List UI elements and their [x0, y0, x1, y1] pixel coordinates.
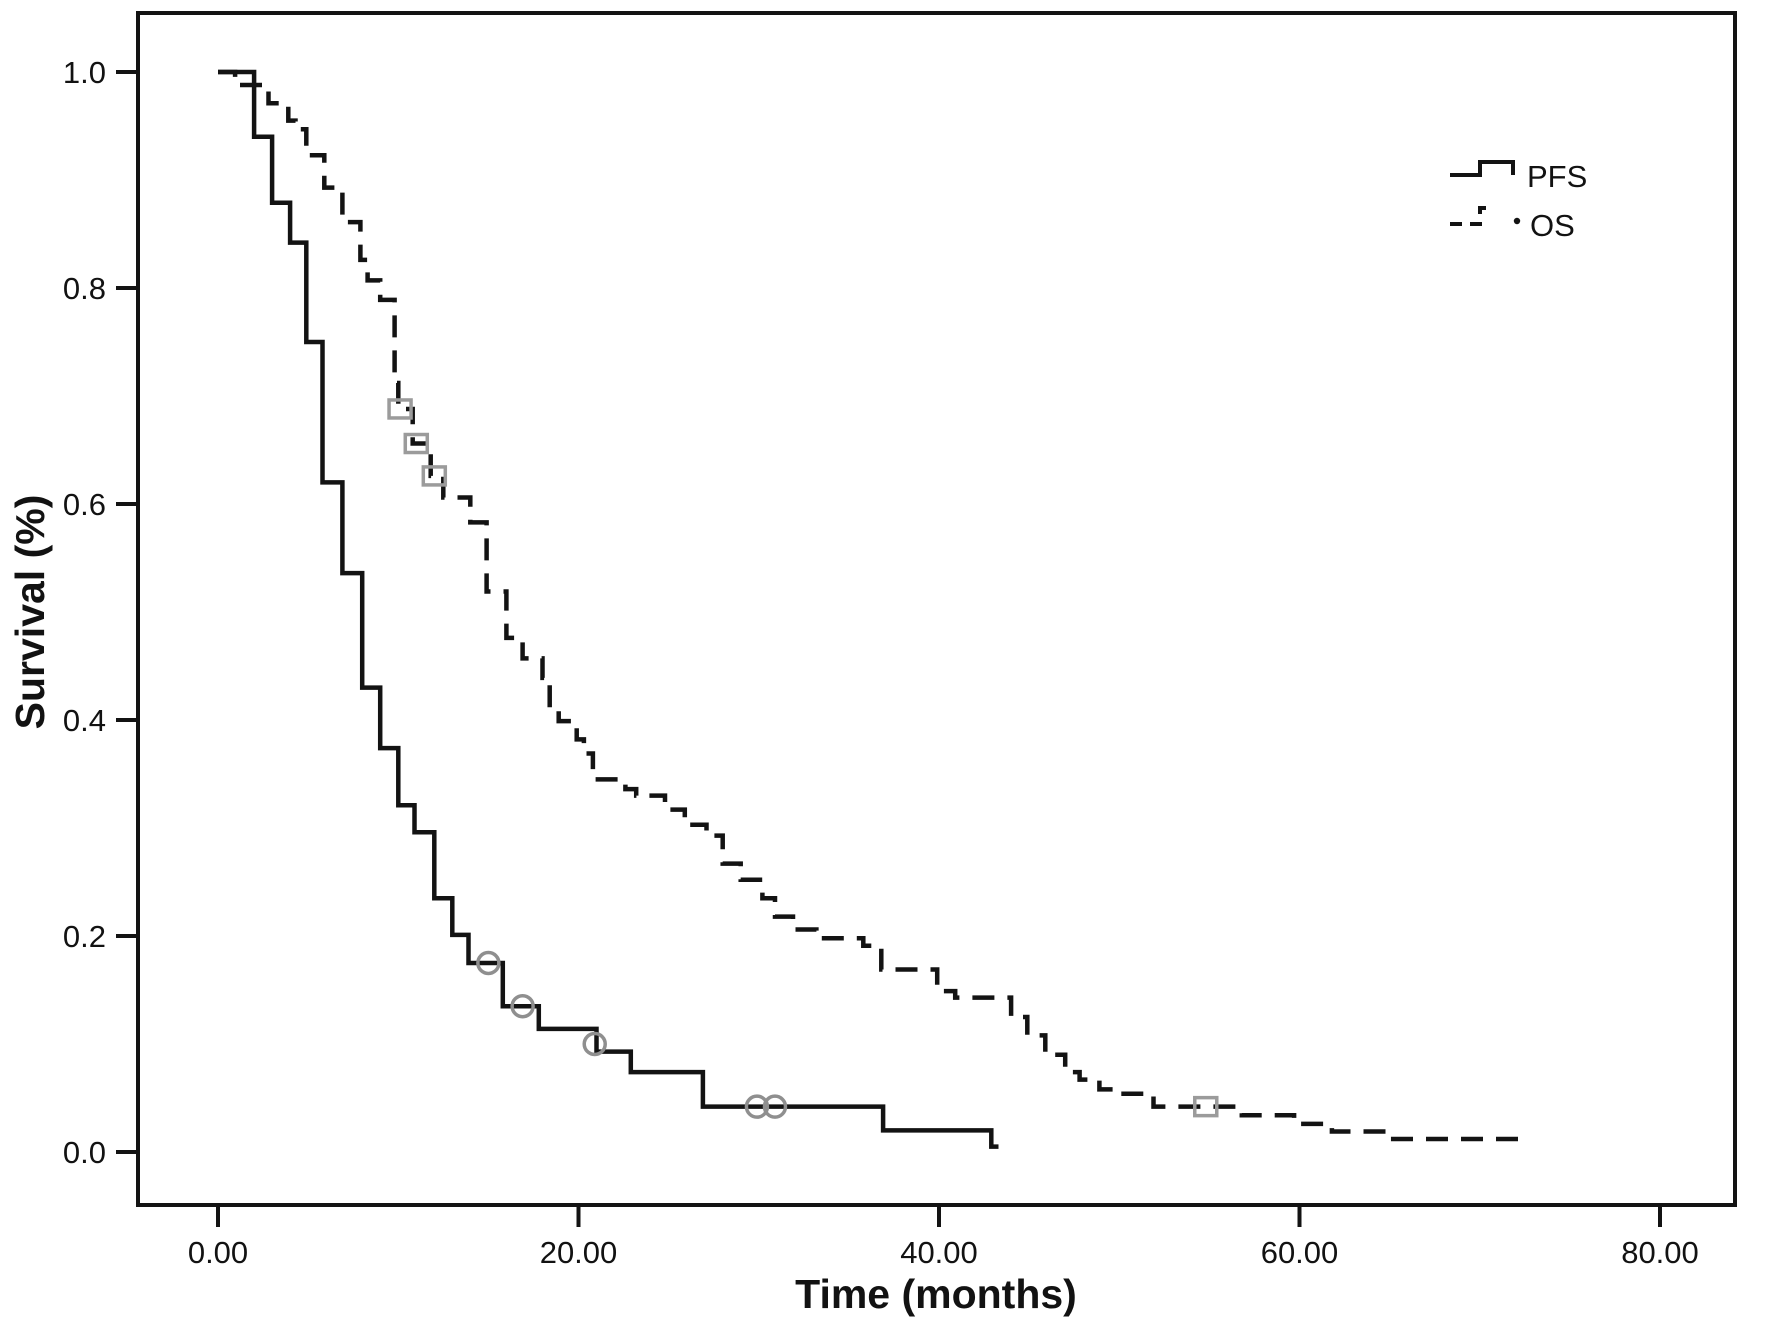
x-axis — [216, 1205, 1662, 1227]
os-curve — [218, 69, 1522, 1142]
x-tick-label: 40.00 — [900, 1235, 978, 1270]
os-censor-marks — [387, 398, 1219, 1118]
legend: PFS OS — [1450, 159, 1587, 243]
x-tick-label: 60.00 — [1261, 1235, 1339, 1270]
y-tick-label: 0.0 — [63, 1135, 106, 1170]
censor-circle-mark — [582, 1031, 607, 1057]
x-tick-label: 80.00 — [1621, 1235, 1699, 1270]
censor-circle-mark — [476, 950, 501, 976]
y-tick-label: 0.2 — [63, 919, 106, 954]
y-axis-title: Survival (%) — [7, 495, 53, 730]
y-axis — [116, 70, 138, 1154]
legend-solid-line-glyph — [1450, 160, 1515, 177]
pfs-curve — [218, 69, 999, 1149]
censor-square-mark — [1193, 1095, 1219, 1118]
x-axis-title: Time (months) — [795, 1271, 1077, 1317]
censor-circle-mark — [744, 1094, 770, 1119]
x-tick-label: 20.00 — [540, 1235, 618, 1270]
censor-square-mark — [387, 398, 413, 420]
censor-circle-mark — [762, 1094, 788, 1119]
y-tick-label: 0.4 — [63, 703, 106, 738]
legend-label-os: OS — [1530, 208, 1575, 243]
censor-square-mark — [403, 432, 430, 455]
x-tick-label: 0.00 — [188, 1235, 248, 1270]
plot-frame — [136, 11, 1737, 1207]
censor-circle-mark — [510, 993, 535, 1019]
legend-label-pfs: PFS — [1527, 159, 1587, 194]
pfs-censor-marks — [476, 950, 788, 1119]
y-tick-label: 0.6 — [63, 487, 106, 522]
legend-dot-icon — [1513, 217, 1521, 225]
y-tick-label: 1.0 — [63, 55, 106, 90]
censor-square-mark — [421, 465, 448, 487]
y-tick-label: 0.8 — [63, 271, 106, 306]
